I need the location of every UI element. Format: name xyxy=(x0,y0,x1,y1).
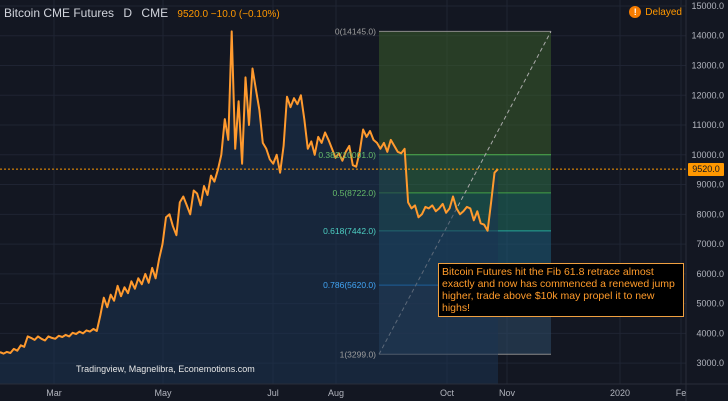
y-tick-label: 14000.0 xyxy=(691,31,724,41)
delayed-label: Delayed xyxy=(645,6,682,18)
exchange: CME xyxy=(141,6,169,20)
x-tick-label: Aug xyxy=(328,388,344,398)
y-tick-label: 10000.0 xyxy=(691,150,724,160)
price-line xyxy=(0,30,499,355)
chart-header: Bitcoin CME Futures D CME 9520.0 −10.0 (… xyxy=(4,6,280,20)
interval[interactable]: D xyxy=(123,6,133,20)
time-axis: Mar May Jul Aug Oct Nov 2020 Fe xyxy=(0,383,728,398)
y-tick-label: 6000.0 xyxy=(696,269,724,279)
fib-trend-line xyxy=(378,31,552,355)
y-tick-label: 11000.0 xyxy=(692,120,724,130)
fib-band xyxy=(379,31,551,155)
delayed-indicator[interactable]: ! Delayed xyxy=(629,6,682,18)
x-tick-label: Fe xyxy=(676,388,687,398)
fib-level-label: 0.382(10001.0) xyxy=(318,150,376,160)
annotation-box: Bitcoin Futures hit the Fib 61.8 retrace… xyxy=(438,263,684,317)
x-tick-label: Nov xyxy=(499,388,516,398)
source-credit: Tradingview, Magnelibra, Econemotions.co… xyxy=(76,364,255,374)
x-tick-label: Oct xyxy=(440,388,455,398)
y-tick-label: 4000.0 xyxy=(696,328,724,338)
y-tick-label: 12000.0 xyxy=(691,90,724,100)
y-tick-label: 13000.0 xyxy=(691,60,724,70)
x-tick-label: May xyxy=(154,388,172,398)
price-axis: 3000.0 4000.0 5000.0 6000.0 7000.0 8000.0 9000… xyxy=(685,0,724,401)
x-tick-label: Jul xyxy=(267,388,279,398)
y-tick-label: 8000.0 xyxy=(696,209,724,219)
y-tick-label: 15000.0 xyxy=(691,1,724,11)
fib-level-label: 0(14145.0) xyxy=(335,26,376,36)
fib-level-label: 0.786(5620.0) xyxy=(323,280,376,290)
x-tick-label: Mar xyxy=(46,388,62,398)
fib-level-label: 1(3299.0) xyxy=(340,349,377,359)
price-area xyxy=(0,31,498,385)
alert-icon: ! xyxy=(629,6,642,18)
current-price-tag: 9520.0 xyxy=(688,162,724,176)
fib-level-label: 0.618(7442.0) xyxy=(323,226,376,236)
y-tick-label: 3000.0 xyxy=(696,358,724,368)
symbol-name[interactable]: Bitcoin CME Futures xyxy=(4,6,115,20)
y-tick-label: 5000.0 xyxy=(696,299,724,309)
ohlc-values: 9520.0 −10.0 (−0.10%) xyxy=(177,9,280,20)
y-tick-label: 9000.0 xyxy=(696,180,724,190)
fib-labels: 0(14145.0) 0.382(10001.0) 0.5(8722.0) 0.618… xyxy=(318,26,376,359)
y-tick-label: 7000.0 xyxy=(696,239,724,249)
fib-level-label: 0.5(8722.0) xyxy=(333,188,377,198)
x-tick-label: 2020 xyxy=(610,388,630,398)
